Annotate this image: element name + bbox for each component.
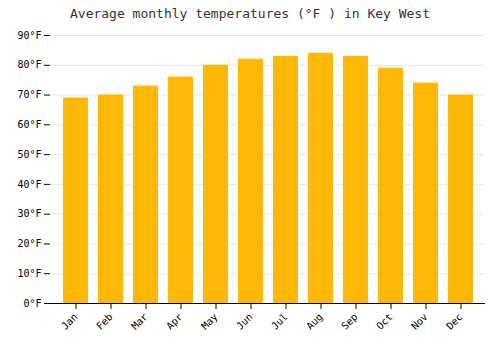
svg-text:Oct: Oct bbox=[374, 311, 395, 332]
svg-text:Jun: Jun bbox=[234, 311, 255, 332]
svg-text:Apr: Apr bbox=[164, 311, 185, 332]
svg-text:Jul: Jul bbox=[269, 311, 290, 332]
svg-text:Mar: Mar bbox=[129, 311, 150, 332]
svg-text:Jan: Jan bbox=[59, 311, 80, 332]
svg-text:60°F: 60°F bbox=[17, 119, 41, 130]
svg-text:70°F: 70°F bbox=[17, 89, 41, 100]
svg-text:Sep: Sep bbox=[339, 311, 360, 332]
svg-text:Feb: Feb bbox=[94, 311, 115, 332]
svg-text:40°F: 40°F bbox=[17, 179, 41, 190]
svg-text:Nov: Nov bbox=[409, 311, 430, 332]
svg-text:0°F: 0°F bbox=[23, 298, 41, 309]
svg-text:30°F: 30°F bbox=[17, 208, 41, 219]
svg-text:10°F: 10°F bbox=[17, 268, 41, 279]
svg-text:50°F: 50°F bbox=[17, 149, 41, 160]
svg-text:90°F: 90°F bbox=[17, 30, 41, 41]
html-text:Average monthly temperatures (: Average monthly temperatures (°F ) in Ke… bbox=[70, 6, 430, 21]
svg-text:80°F: 80°F bbox=[17, 59, 41, 70]
svg-text:Aug: Aug bbox=[304, 311, 325, 332]
svg-text:Dec: Dec bbox=[444, 311, 465, 332]
svg-text:May: May bbox=[199, 311, 220, 332]
svg-text:20°F: 20°F bbox=[17, 238, 41, 249]
